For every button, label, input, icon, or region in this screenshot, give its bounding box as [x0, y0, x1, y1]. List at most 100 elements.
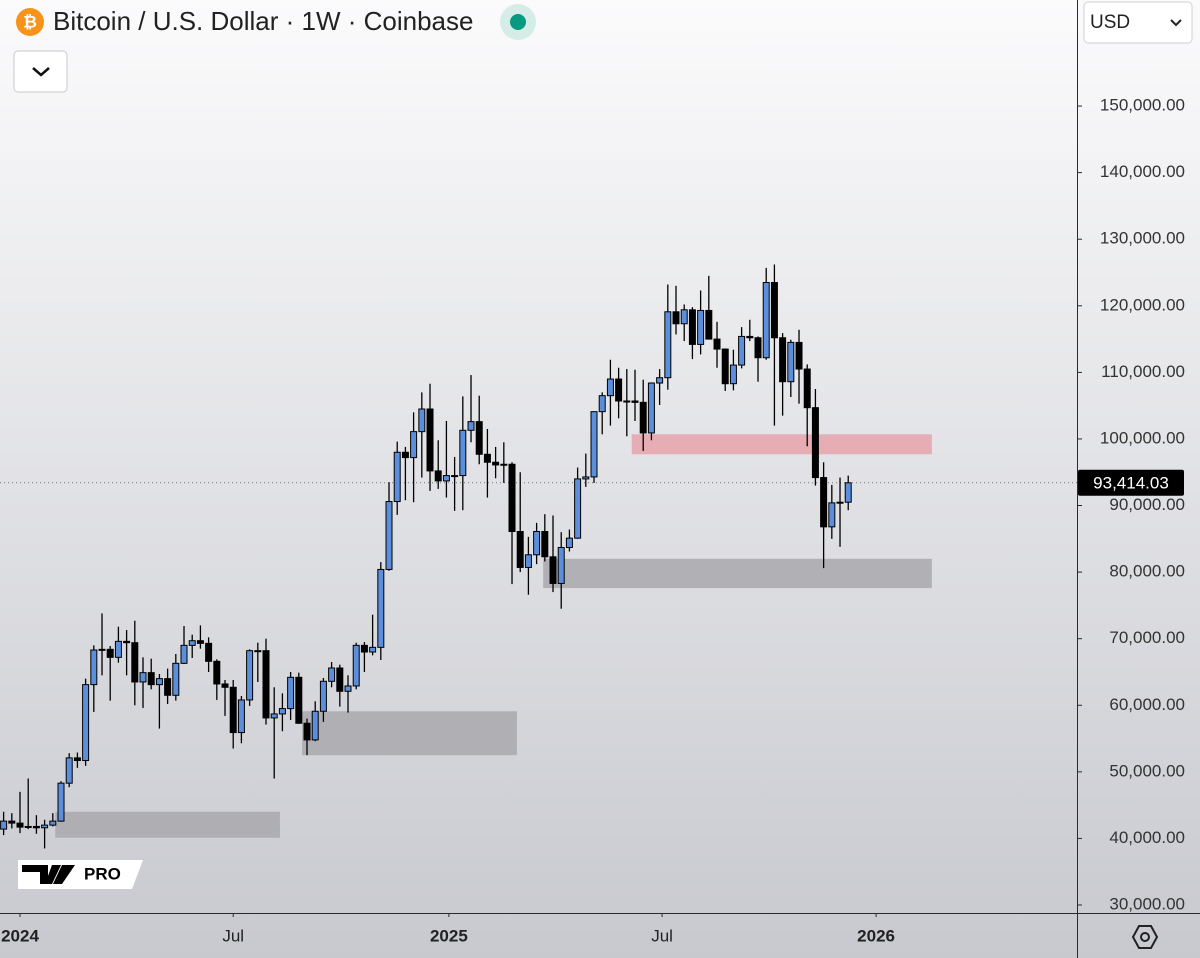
x-tick-label: 2025: [430, 926, 468, 945]
collapse-button[interactable]: [13, 50, 68, 93]
candle-body: [49, 820, 57, 826]
candle-body: [8, 820, 16, 824]
candle-body: [729, 364, 737, 385]
candle-body: [844, 482, 852, 503]
candle-body: [549, 556, 557, 584]
candle-body: [770, 281, 778, 339]
price-zone: [55, 811, 280, 838]
candle-body: [557, 546, 565, 584]
candle-body: [221, 683, 229, 688]
settings-icon: [1140, 932, 1150, 942]
candle-body: [475, 421, 483, 455]
candle-body: [623, 400, 631, 403]
x-tick-label: Jul: [651, 926, 673, 945]
pro-badge: PRO: [84, 864, 121, 883]
y-tick-label: 130,000.00: [1100, 229, 1185, 248]
candle-body: [352, 644, 360, 687]
candle-body: [131, 642, 139, 683]
y-tick-label: 30,000.00: [1109, 894, 1185, 913]
y-tick-label: 140,000.00: [1100, 162, 1185, 181]
candle-body: [0, 820, 8, 830]
candle-body: [106, 648, 114, 658]
candle-body: [631, 400, 639, 403]
candle-body: [311, 710, 319, 741]
candle-body: [393, 451, 401, 503]
x-tick-label: 2026: [857, 926, 895, 945]
currency-label: USD: [1090, 12, 1130, 33]
y-tick-label: 90,000.00: [1109, 495, 1185, 514]
candle-body: [82, 684, 90, 762]
candle-body: [385, 501, 393, 570]
candle-body: [795, 341, 803, 370]
candle-body: [270, 713, 278, 719]
btc-icon: [16, 8, 44, 36]
candle-body: [746, 335, 754, 339]
candle-body: [147, 672, 155, 686]
candle-body: [155, 678, 163, 686]
status-dot: [510, 14, 526, 30]
candle-body: [820, 477, 828, 528]
chart-title: Bitcoin / U.S. Dollar · 1W · Coinbase: [53, 6, 473, 36]
candle-body: [114, 640, 122, 658]
candle-body: [516, 531, 524, 568]
candle-body: [90, 649, 98, 686]
candle-body: [697, 309, 705, 345]
candle-body: [836, 501, 844, 504]
candle-body: [688, 309, 696, 345]
tv-logo: PRO: [18, 860, 143, 889]
y-tick-label: 100,000.00: [1100, 428, 1185, 447]
candle-body: [328, 667, 336, 682]
candle-body: [639, 401, 647, 434]
candle-body: [656, 377, 664, 384]
candle-body: [721, 348, 729, 385]
candle-body: [508, 463, 516, 533]
candle-body: [41, 824, 49, 829]
candle-body: [164, 678, 172, 696]
candle-body: [492, 461, 500, 466]
x-tick-label: Jul: [222, 926, 244, 945]
candle-body: [418, 408, 426, 433]
candle-body: [762, 281, 770, 359]
candle-body: [672, 311, 680, 325]
candle-body: [787, 341, 795, 383]
candle-body: [172, 662, 180, 696]
candle-body: [229, 686, 237, 734]
candle-body: [606, 378, 614, 397]
candle-body: [196, 640, 204, 644]
candle-body: [98, 648, 106, 651]
candle-body: [451, 475, 459, 478]
candle-body: [828, 502, 836, 528]
candle-body: [598, 395, 606, 413]
candle-body: [713, 338, 721, 350]
last-price-box: [1078, 469, 1184, 496]
y-tick-label: 80,000.00: [1109, 562, 1185, 581]
candle-body: [811, 407, 819, 479]
candle-body: [16, 822, 24, 828]
candle-body: [483, 453, 491, 463]
candle-body: [262, 650, 270, 719]
candle-body: [582, 476, 590, 480]
candle-body: [32, 825, 40, 829]
candle-body: [541, 531, 549, 558]
candle-body: [246, 650, 254, 701]
candle-body: [344, 685, 352, 692]
candle-body: [24, 825, 32, 828]
candle-body: [237, 699, 245, 734]
chevron-icon: [1170, 19, 1182, 27]
candle-body: [434, 470, 442, 482]
x-tick-label: 2024: [1, 926, 39, 945]
candle-body: [410, 431, 418, 459]
currency-button[interactable]: [1083, 1, 1193, 44]
candle-body: [319, 680, 327, 712]
candle-body: [73, 757, 81, 762]
y-tick-label: 50,000.00: [1109, 761, 1185, 780]
candle-body: [565, 537, 573, 548]
candle-body: [303, 722, 311, 741]
candle-body: [205, 642, 213, 662]
settings-icon[interactable]: [1131, 925, 1159, 949]
y-tick-label: 40,000.00: [1109, 828, 1185, 847]
y-tick-label: 110,000.00: [1101, 362, 1185, 381]
candle-body: [647, 382, 655, 434]
